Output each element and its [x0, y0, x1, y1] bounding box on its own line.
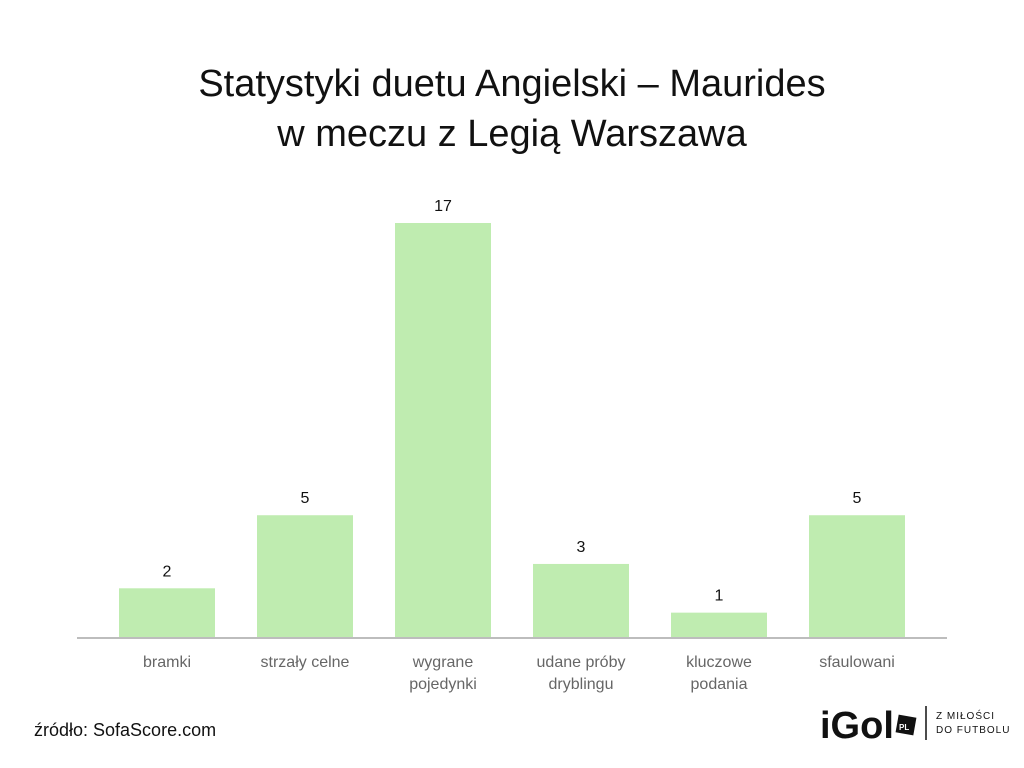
bar-2 [395, 223, 491, 637]
data-label-3: 3 [577, 539, 586, 556]
chart-title-line-1: Statystyki duetu Angielski – Maurides [198, 63, 826, 105]
data-label-1: 5 [301, 490, 310, 507]
bar-3 [533, 563, 629, 637]
category-label-3: udane próby dryblingu [537, 654, 626, 693]
data-label-0: 2 [163, 563, 172, 580]
category-label-4: kluczowe podania [686, 654, 752, 693]
bar-5 [809, 515, 905, 637]
data-label-5: 5 [853, 490, 862, 507]
source-note: źródło: SofaScore.com [34, 720, 217, 740]
logo-badge-text: PL [899, 723, 909, 732]
logo-wordmark: iGol [820, 705, 894, 747]
igol-logo: iGol PL Z MIŁOŚCI DO FUTBOLU [820, 705, 1010, 747]
logo-tagline-line-2: DO FUTBOLU [936, 725, 1010, 736]
bar-4 [671, 612, 767, 637]
chart-title-line-2: w meczu z Legią Warszawa [277, 113, 747, 155]
bar-0 [119, 588, 215, 637]
category-label-5: sfaulowani [819, 654, 895, 671]
category-label-0: bramki [143, 654, 191, 671]
bar-1 [257, 515, 353, 637]
category-label-1: strzały celne [261, 654, 350, 671]
logo-tagline-line-1: Z MIŁOŚCI [936, 709, 995, 722]
data-label-4: 1 [715, 588, 724, 605]
logo-badge [895, 714, 917, 736]
data-label-2: 17 [434, 198, 452, 215]
category-label-2: wygrane pojedynki [409, 654, 477, 693]
